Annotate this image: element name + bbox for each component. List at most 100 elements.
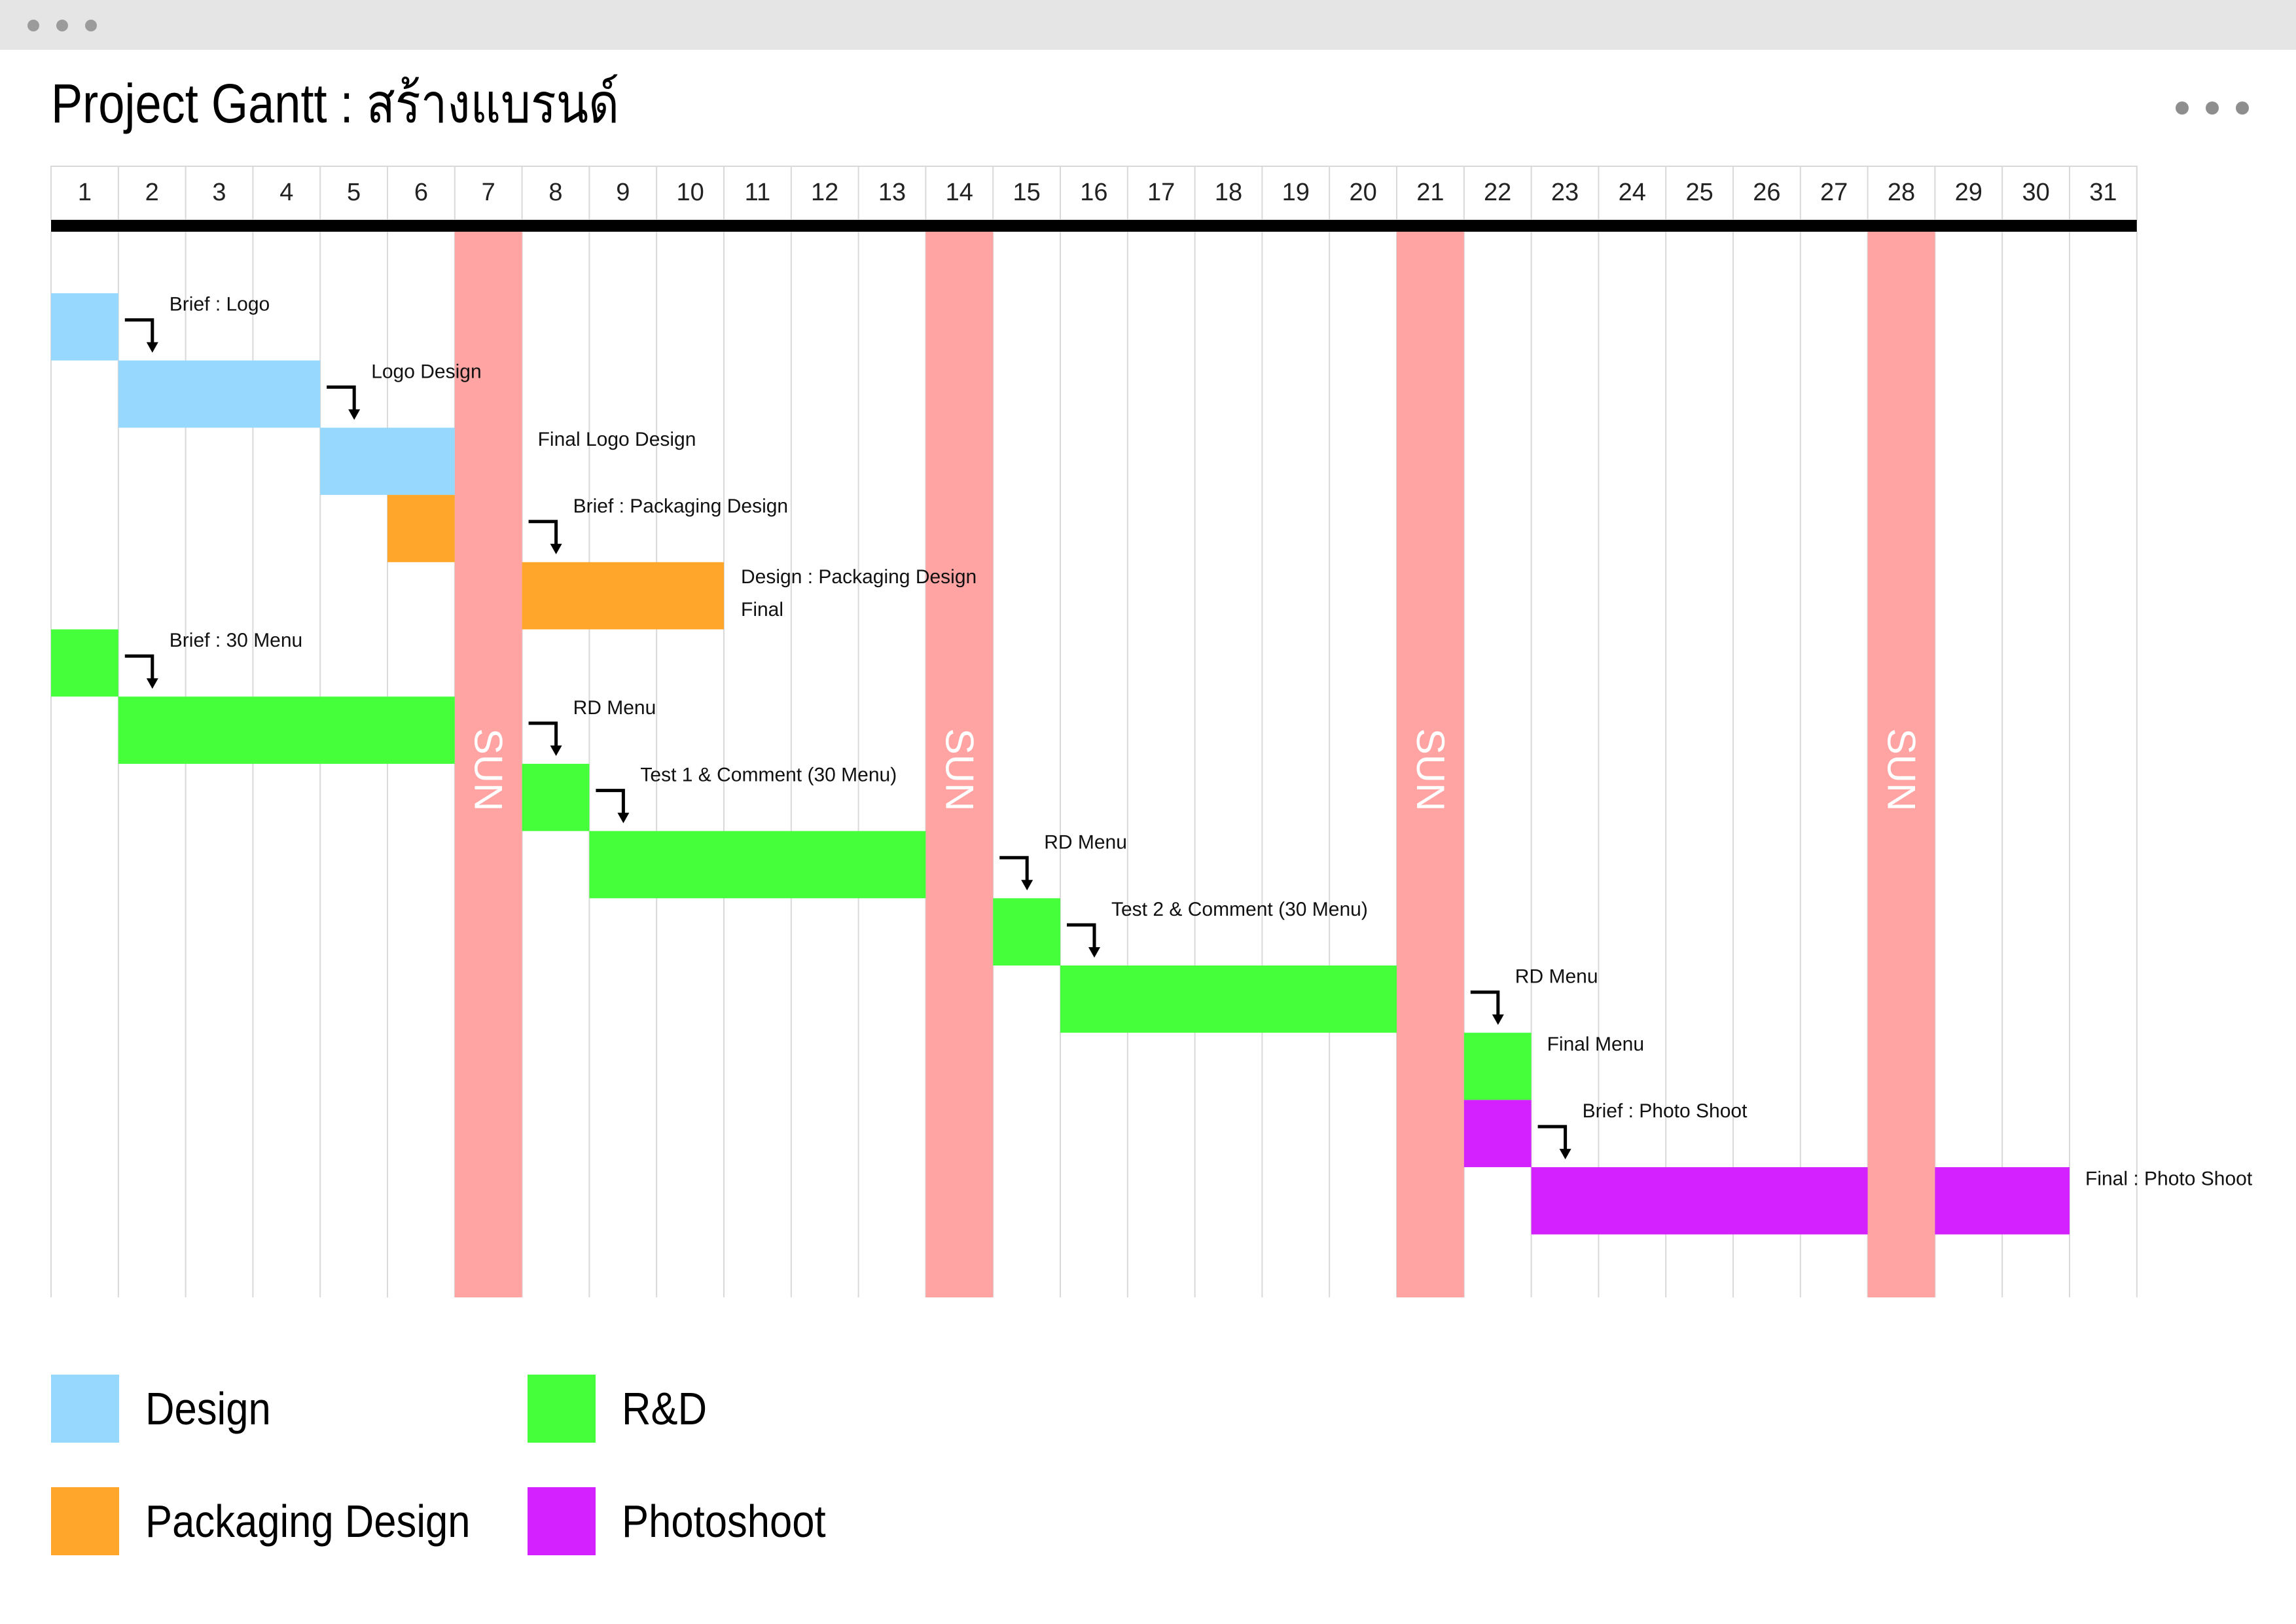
page-title: Project Gantt : สร้างแบรนด์ xyxy=(51,73,620,134)
legend-swatch xyxy=(51,1487,119,1555)
legend-label: Design xyxy=(145,1383,271,1434)
day-tick-label: 6 xyxy=(414,179,428,206)
task-label: Logo Design xyxy=(371,361,481,382)
task-label: RD Menu xyxy=(1044,831,1127,853)
task-bar xyxy=(1060,965,1397,1033)
arrow-head xyxy=(1559,1149,1571,1160)
day-tick-label: 9 xyxy=(616,179,630,206)
day-tick-label: 5 xyxy=(347,179,361,206)
day-tick-label: 22 xyxy=(1484,179,1511,206)
connector-arrow xyxy=(999,856,1029,884)
task-bar xyxy=(1531,1167,1868,1235)
task-bar xyxy=(522,763,590,831)
sunday-label: SUN xyxy=(467,729,511,812)
connector-arrow xyxy=(528,520,558,548)
task-bar xyxy=(387,495,455,562)
task-label: Brief : Photo Shoot xyxy=(1583,1100,1748,1122)
more-dot xyxy=(2176,101,2189,115)
arrow-head xyxy=(146,678,158,689)
day-tick-label: 23 xyxy=(1551,179,1579,206)
day-tick-label: 13 xyxy=(878,179,906,206)
connector-arrow xyxy=(528,721,558,749)
task-label: Test 2 & Comment (30 Menu) xyxy=(1111,899,1368,920)
connector-arrow xyxy=(1067,923,1096,951)
day-tick-label: 15 xyxy=(1013,179,1040,206)
day-tick-label: 17 xyxy=(1147,179,1175,206)
task-bar xyxy=(320,427,455,496)
task-label: Test 1 & Comment (30 Menu) xyxy=(640,765,897,786)
day-tick-label: 4 xyxy=(279,179,293,206)
day-tick-label: 14 xyxy=(946,179,973,206)
sunday-label: SUN xyxy=(1408,729,1452,812)
sunday-column xyxy=(1867,232,1935,1297)
day-tick-label: 24 xyxy=(1619,179,1646,206)
gantt-chart: 1 2 3 4 5 6 7 8 9 10 11 12 13 14 15 16 17 18 19 20 21 22 23 24 2… xyxy=(50,166,2253,1297)
window-dot-1[interactable] xyxy=(27,20,39,31)
task-bar xyxy=(51,293,118,361)
task-label: RD Menu xyxy=(573,697,656,719)
sunday-column xyxy=(454,232,522,1297)
window-dot-2[interactable] xyxy=(56,20,68,31)
task-bar xyxy=(1935,1167,2070,1235)
window-dot-3[interactable] xyxy=(85,20,97,31)
day-tick-label: 27 xyxy=(1820,179,1848,206)
day-tick-label: 21 xyxy=(1416,179,1444,206)
day-tick-label: 18 xyxy=(1215,179,1242,206)
day-tick-label: 2 xyxy=(145,179,159,206)
legend-label: Packaging Design xyxy=(145,1496,471,1547)
task-label: RD Menu xyxy=(1515,966,1598,988)
day-tick-label: 1 xyxy=(78,179,92,206)
connector-arrow xyxy=(124,318,154,346)
more-dot xyxy=(2236,101,2249,115)
legend-swatch xyxy=(528,1375,596,1443)
day-tick-label: 31 xyxy=(2089,179,2117,206)
day-tick-label: 3 xyxy=(212,179,226,206)
task-bar xyxy=(1463,1100,1532,1168)
task-bar xyxy=(118,696,455,764)
day-tick-label: 12 xyxy=(811,179,838,206)
arrow-head xyxy=(1021,880,1033,891)
day-tick-label: 26 xyxy=(1753,179,1780,206)
task-label: Brief : 30 Menu xyxy=(170,630,302,651)
arrow-head xyxy=(550,543,562,554)
task-bar xyxy=(522,562,724,630)
day-tick-label: 16 xyxy=(1080,179,1107,206)
day-tick-label: 29 xyxy=(1955,179,1982,206)
task-label: Brief : Packaging Design xyxy=(573,496,789,517)
day-tick-label: 25 xyxy=(1685,179,1713,206)
connector-arrow xyxy=(1537,1125,1568,1153)
legend-label: Photoshoot xyxy=(622,1496,826,1547)
task-bar xyxy=(51,629,118,697)
day-tick-label: 10 xyxy=(676,179,704,206)
connector-arrow xyxy=(327,385,356,414)
day-tick-label: 20 xyxy=(1349,179,1376,206)
more-horizontal-icon[interactable] xyxy=(2166,98,2258,118)
task-label: Final xyxy=(741,599,783,621)
arrow-head xyxy=(1088,947,1100,958)
sunday-label: SUN xyxy=(1880,729,1924,812)
day-tick-label: 19 xyxy=(1282,179,1310,206)
window-titlebar xyxy=(0,0,2296,50)
task-label: Final Menu xyxy=(1547,1034,1644,1055)
arrow-head xyxy=(146,342,158,353)
day-tick-label: 30 xyxy=(2022,179,2049,206)
task-bar xyxy=(118,360,321,428)
legend-label: R&D xyxy=(622,1383,708,1434)
task-label: Final Logo Design xyxy=(538,429,696,450)
connector-arrow xyxy=(124,654,154,683)
header-rule xyxy=(51,220,2137,232)
task-bar xyxy=(589,831,926,899)
arrow-head xyxy=(550,745,562,756)
connector-arrow xyxy=(1470,990,1500,1019)
task-label: Brief : Logo xyxy=(170,294,270,316)
arrow-head xyxy=(1492,1014,1504,1025)
task-label: Design : Packaging Design xyxy=(741,566,977,588)
more-dot xyxy=(2206,101,2219,115)
day-tick-label: 8 xyxy=(548,179,562,206)
legend-swatch xyxy=(528,1487,596,1555)
arrow-head xyxy=(617,812,630,823)
connector-arrow xyxy=(596,789,625,817)
day-tick-label: 7 xyxy=(482,179,495,206)
task-bar xyxy=(993,898,1060,965)
day-tick-label: 28 xyxy=(1888,179,1915,206)
